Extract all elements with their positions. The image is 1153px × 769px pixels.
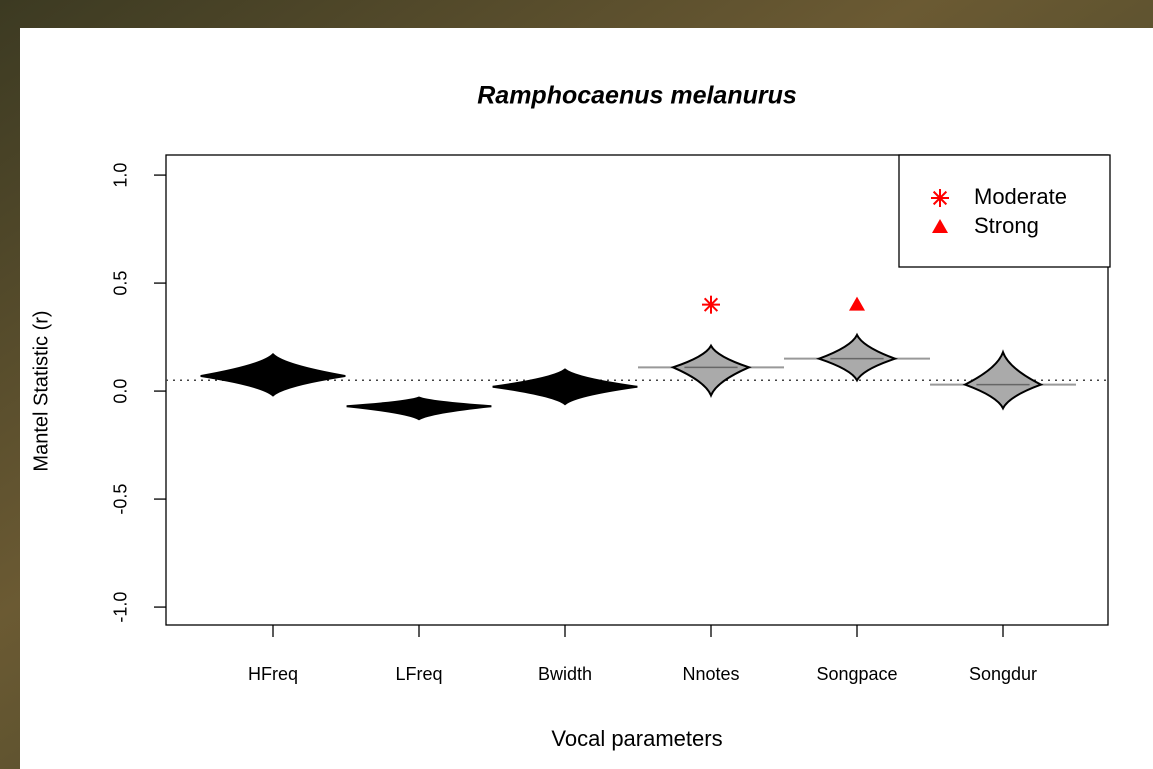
legend-box: [899, 155, 1110, 267]
x-axis-label: Vocal parameters: [551, 726, 722, 751]
y-tick-label: 0.0: [111, 379, 131, 404]
x-tick-label: LFreq: [395, 664, 442, 684]
legend-label: Strong: [974, 213, 1039, 238]
asterisk-marker: [931, 189, 949, 207]
x-tick-label: Songpace: [816, 664, 897, 684]
legend-label: Moderate: [974, 184, 1067, 209]
plot-panel: [20, 28, 1153, 769]
y-tick-label: -1.0: [111, 592, 131, 623]
chart-title: Ramphocaenus melanurus: [477, 82, 797, 110]
y-tick-label: -0.5: [111, 484, 131, 515]
x-tick-label: Songdur: [969, 664, 1037, 684]
page: Ramphocaenus melanurus Vocal parameters …: [0, 0, 1153, 769]
x-tick-label: Bwidth: [538, 664, 592, 684]
y-tick-label: 1.0: [111, 163, 131, 188]
x-tick-label: Nnotes: [682, 664, 739, 684]
y-axis-label: Mantel Statistic (r): [30, 310, 52, 471]
chart: Ramphocaenus melanurus Vocal parameters …: [0, 0, 1153, 769]
y-tick-label: 0.5: [111, 271, 131, 296]
asterisk-marker: [702, 296, 720, 314]
x-tick-label: HFreq: [248, 664, 298, 684]
